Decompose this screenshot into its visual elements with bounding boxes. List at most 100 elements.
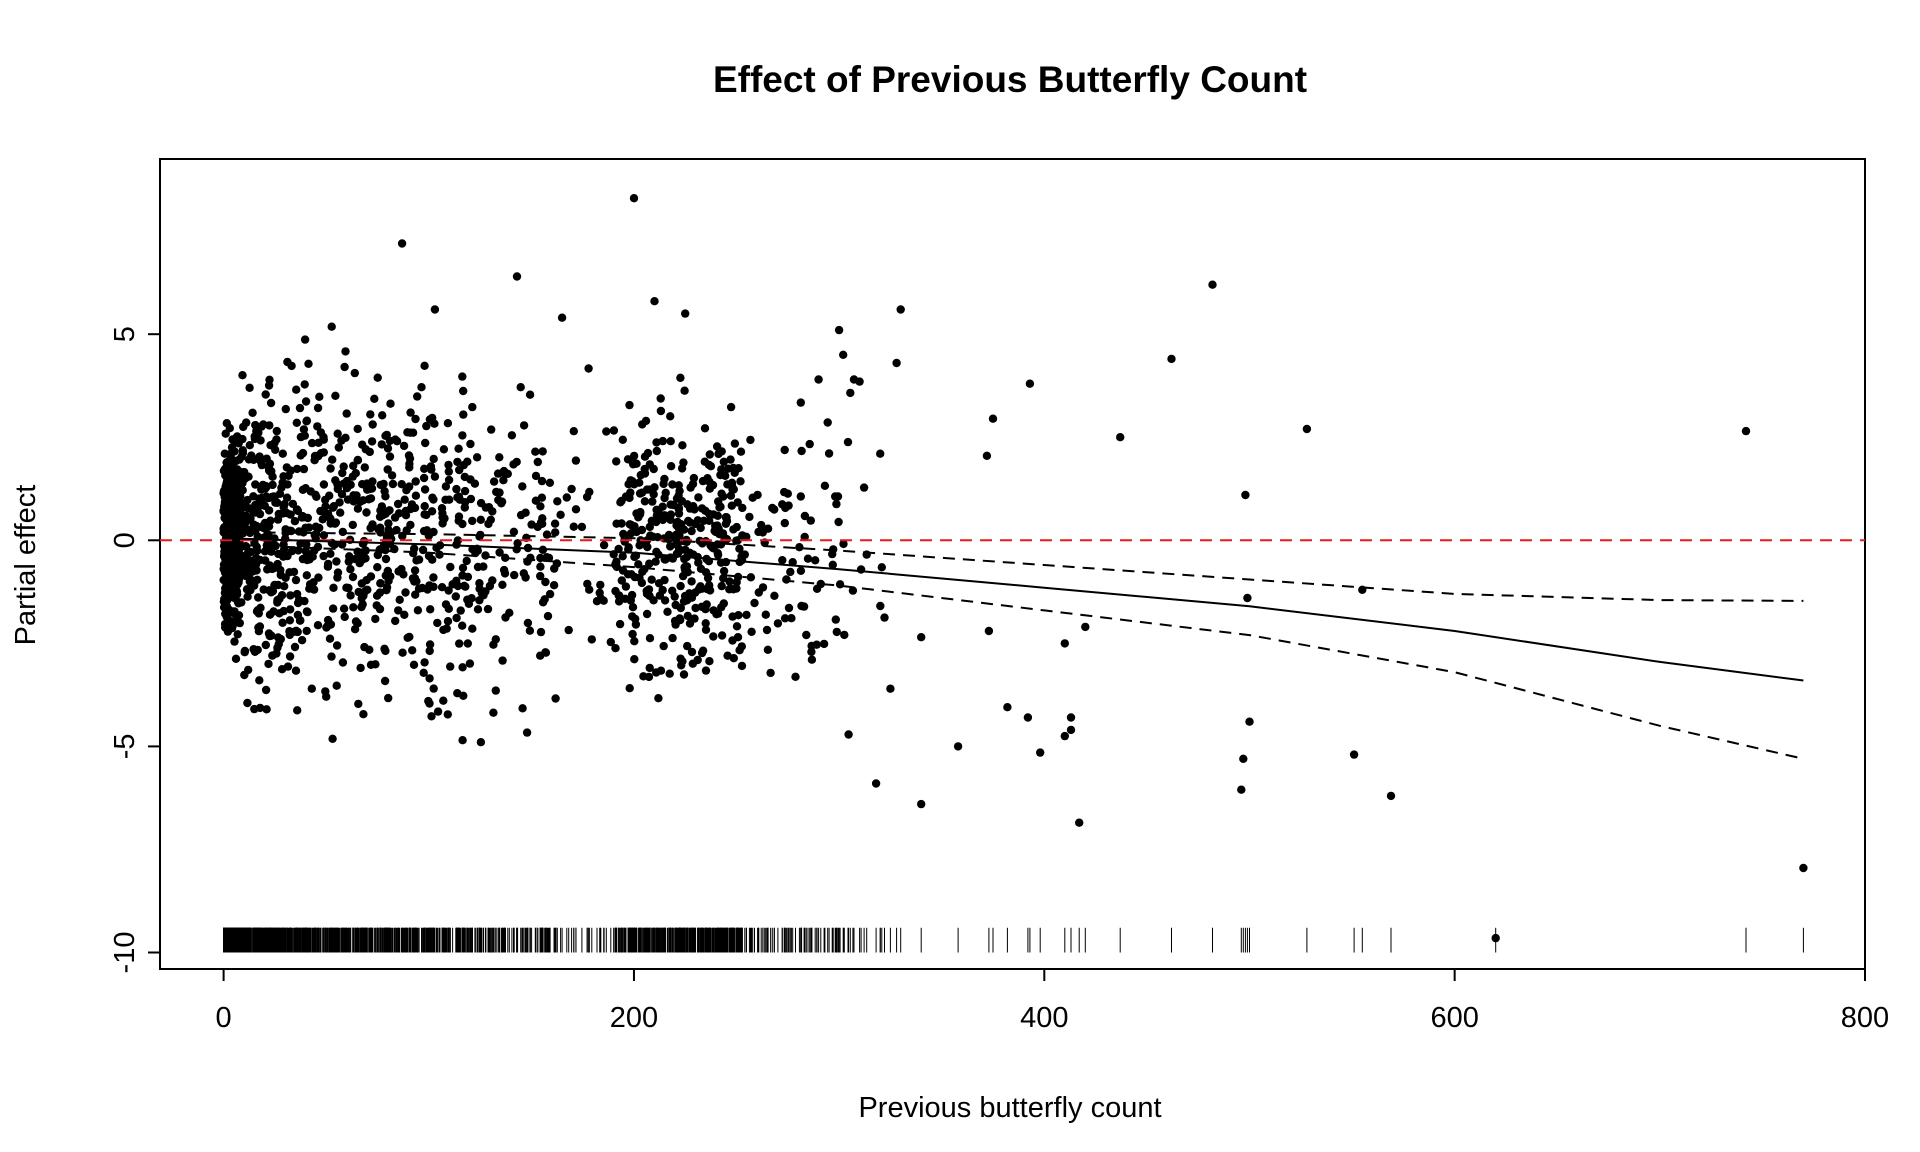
data-point — [302, 626, 311, 636]
data-point — [688, 659, 697, 668]
data-point — [472, 453, 482, 462]
data-point — [244, 555, 253, 565]
data-point — [807, 647, 816, 656]
data-point — [612, 457, 621, 466]
data-point — [713, 511, 722, 520]
data-point — [834, 517, 843, 527]
data-point — [519, 421, 529, 430]
data-point — [352, 491, 361, 500]
data-point — [410, 544, 419, 553]
data-point — [233, 630, 242, 639]
data-point — [303, 607, 312, 617]
data-point — [456, 606, 465, 615]
data-point — [691, 603, 700, 613]
data-point — [437, 504, 447, 513]
data-point — [732, 622, 742, 631]
data-point — [747, 627, 756, 636]
data-point — [647, 575, 656, 584]
data-point — [1349, 750, 1359, 759]
data-point — [695, 536, 704, 546]
data-point — [518, 482, 527, 491]
data-point — [282, 463, 291, 472]
data-point — [468, 624, 477, 633]
data-point — [429, 454, 438, 464]
data-point — [626, 596, 635, 605]
data-point — [463, 595, 472, 604]
data-point — [452, 613, 461, 623]
data-point — [411, 414, 420, 424]
data-point — [784, 603, 794, 613]
data-point — [625, 684, 634, 693]
data-point — [668, 633, 677, 643]
data-point — [307, 438, 317, 448]
data-point — [746, 435, 755, 445]
data-point — [501, 613, 510, 622]
data-point — [495, 453, 504, 462]
data-point — [735, 544, 744, 553]
data-point — [220, 449, 229, 458]
data-point — [848, 586, 858, 595]
data-point — [635, 573, 644, 582]
data-point — [283, 662, 293, 671]
data-point — [807, 641, 816, 651]
data-point — [292, 385, 301, 394]
data-point — [373, 550, 382, 560]
data-point — [917, 799, 926, 809]
data-point — [780, 614, 790, 623]
data-point — [732, 584, 741, 593]
data-point — [405, 632, 414, 642]
data-point — [296, 451, 305, 460]
data-point — [512, 272, 522, 281]
data-point — [800, 511, 810, 521]
data-point — [584, 364, 593, 373]
data-point — [238, 371, 247, 380]
data-point — [686, 483, 695, 492]
data-point — [319, 432, 328, 442]
data-point — [357, 594, 366, 603]
data-point — [463, 457, 472, 466]
data-point — [791, 672, 800, 681]
data-point — [778, 556, 787, 565]
data-point — [321, 502, 330, 511]
data-point — [645, 663, 654, 673]
data-point — [709, 632, 718, 641]
data-point — [656, 406, 666, 416]
data-point — [640, 452, 650, 461]
y-tick-label: -10 — [109, 932, 141, 974]
data-point — [461, 582, 470, 591]
data-point — [364, 495, 373, 504]
data-point — [275, 594, 284, 604]
data-point — [740, 550, 749, 559]
data-point — [1208, 280, 1217, 289]
data-point — [761, 610, 770, 619]
data-point — [248, 566, 258, 575]
data-point — [953, 742, 963, 751]
data-point — [651, 557, 660, 566]
data-point — [531, 447, 540, 456]
data-point — [522, 728, 532, 737]
data-point — [453, 457, 462, 467]
data-point — [400, 610, 409, 619]
data-point — [701, 619, 710, 628]
data-point — [319, 480, 329, 489]
data-point — [458, 372, 467, 381]
data-point — [391, 616, 400, 626]
data-point — [405, 454, 415, 463]
data-point — [707, 543, 717, 552]
data-point — [298, 485, 308, 494]
data-point — [288, 499, 298, 509]
data-point — [1799, 863, 1808, 873]
data-point — [408, 646, 417, 655]
data-point — [348, 572, 358, 582]
data-point — [338, 468, 347, 478]
data-point — [395, 595, 404, 604]
data-point — [458, 431, 467, 440]
data-point — [259, 585, 268, 594]
data-point — [713, 521, 722, 530]
data-point — [248, 408, 257, 417]
data-point — [778, 500, 787, 509]
data-point — [254, 609, 263, 618]
data-point — [370, 394, 379, 403]
data-point — [618, 566, 628, 575]
data-point — [1245, 717, 1254, 726]
